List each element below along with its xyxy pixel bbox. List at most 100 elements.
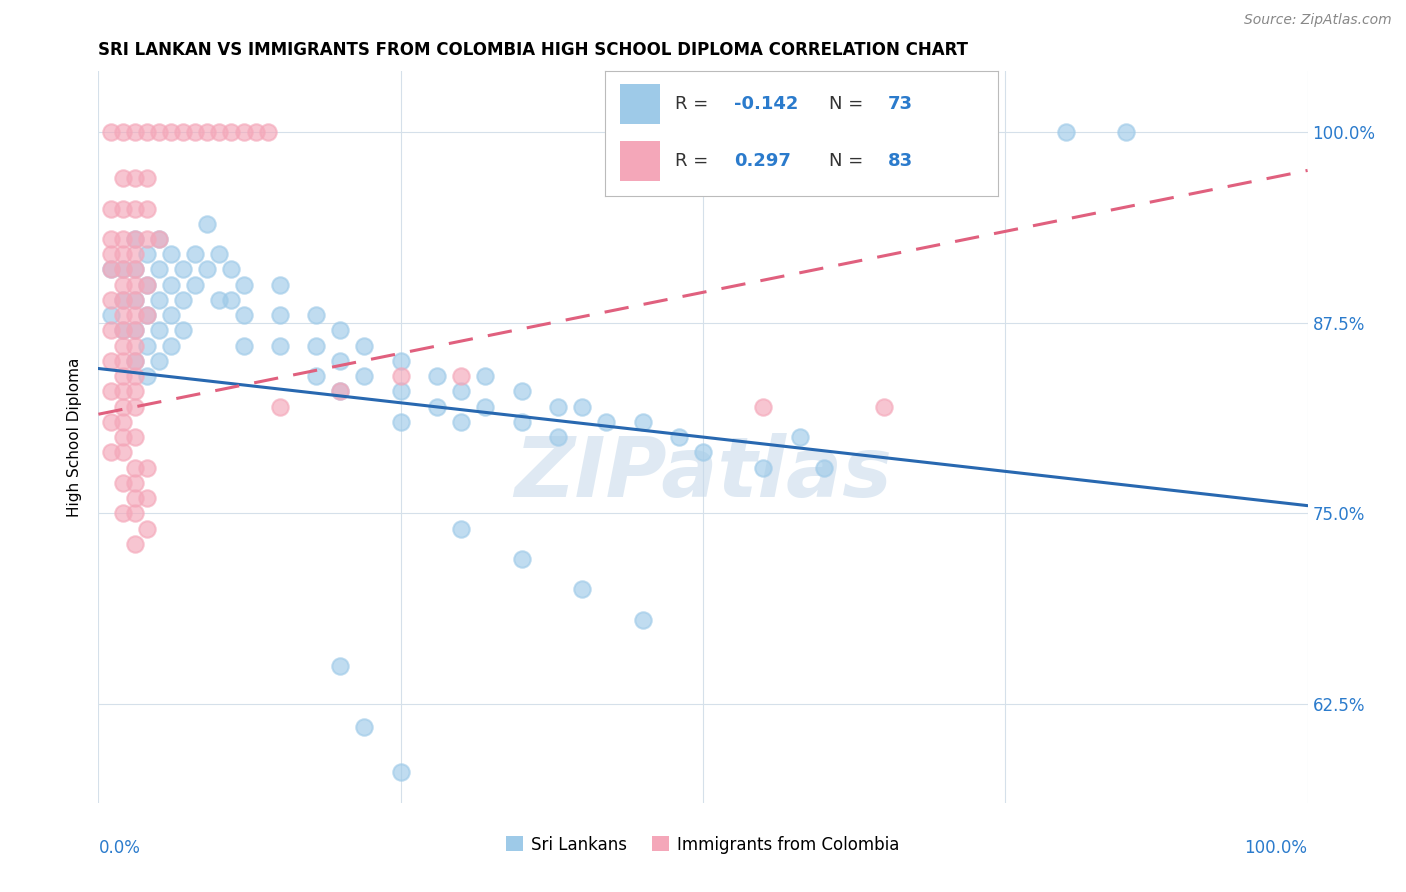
Point — [124, 171, 146, 186]
Point — [221, 125, 243, 139]
Point — [124, 430, 146, 444]
Point — [100, 202, 122, 216]
Point — [135, 277, 157, 292]
Point — [111, 293, 134, 307]
Point — [148, 125, 170, 139]
Point — [474, 369, 496, 384]
Point — [135, 277, 157, 292]
Point — [148, 293, 170, 307]
Point — [329, 384, 352, 399]
Point — [172, 293, 194, 307]
Point — [124, 384, 146, 399]
Point — [135, 232, 157, 246]
Point — [124, 369, 146, 384]
Point — [100, 323, 122, 337]
Point — [1115, 125, 1137, 139]
Point — [389, 384, 412, 399]
Point — [148, 232, 170, 246]
Point — [111, 369, 134, 384]
Point — [631, 415, 654, 429]
Text: 0.297: 0.297 — [734, 153, 792, 170]
Point — [124, 323, 146, 337]
Point — [232, 338, 254, 352]
Point — [692, 445, 714, 459]
Y-axis label: High School Diploma: High School Diploma — [67, 358, 83, 516]
Point — [595, 415, 617, 429]
Point — [245, 125, 267, 139]
Point — [135, 338, 157, 352]
Point — [389, 765, 412, 780]
Point — [269, 308, 291, 322]
Text: Source: ZipAtlas.com: Source: ZipAtlas.com — [1244, 13, 1392, 28]
Point — [148, 354, 170, 368]
Point — [353, 338, 375, 352]
Point — [269, 400, 291, 414]
Point — [111, 125, 134, 139]
Point — [329, 658, 352, 673]
Point — [510, 384, 533, 399]
Point — [111, 415, 134, 429]
Point — [124, 247, 146, 261]
Point — [547, 430, 569, 444]
Point — [1054, 125, 1077, 139]
Point — [100, 445, 122, 459]
Point — [111, 400, 134, 414]
Point — [124, 293, 146, 307]
Bar — [620, 141, 659, 181]
Point — [195, 125, 218, 139]
Legend: Sri Lankans, Immigrants from Colombia: Sri Lankans, Immigrants from Colombia — [499, 829, 907, 860]
Point — [124, 125, 146, 139]
Text: R =: R = — [675, 153, 720, 170]
Point — [184, 125, 207, 139]
Point — [329, 354, 352, 368]
Point — [111, 506, 134, 520]
Point — [789, 430, 811, 444]
Point — [160, 308, 183, 322]
Point — [148, 262, 170, 277]
Point — [195, 262, 218, 277]
Point — [124, 293, 146, 307]
Point — [124, 262, 146, 277]
Text: 73: 73 — [889, 95, 912, 112]
Point — [269, 277, 291, 292]
Point — [124, 460, 146, 475]
Point — [124, 491, 146, 505]
Point — [184, 277, 207, 292]
Point — [111, 262, 134, 277]
Point — [135, 521, 157, 535]
Point — [305, 369, 328, 384]
Point — [160, 247, 183, 261]
Point — [389, 415, 412, 429]
Point — [426, 400, 449, 414]
Point — [172, 262, 194, 277]
Point — [389, 369, 412, 384]
Text: 0.0%: 0.0% — [98, 839, 141, 857]
Point — [135, 125, 157, 139]
Point — [100, 262, 122, 277]
Point — [208, 247, 231, 261]
Point — [124, 277, 146, 292]
Point — [124, 475, 146, 490]
Point — [752, 460, 775, 475]
Point — [111, 384, 134, 399]
Point — [208, 293, 231, 307]
Point — [305, 308, 328, 322]
Point — [124, 202, 146, 216]
Point — [256, 125, 278, 139]
Point — [111, 277, 134, 292]
Point — [353, 369, 375, 384]
Point — [124, 354, 146, 368]
Point — [124, 232, 146, 246]
Point — [124, 338, 146, 352]
Point — [124, 400, 146, 414]
Point — [124, 506, 146, 520]
Point — [184, 247, 207, 261]
Point — [353, 720, 375, 734]
Point — [571, 400, 593, 414]
Point — [160, 277, 183, 292]
Point — [813, 460, 835, 475]
Point — [111, 247, 134, 261]
Point — [135, 202, 157, 216]
Point — [100, 415, 122, 429]
Point — [111, 293, 134, 307]
